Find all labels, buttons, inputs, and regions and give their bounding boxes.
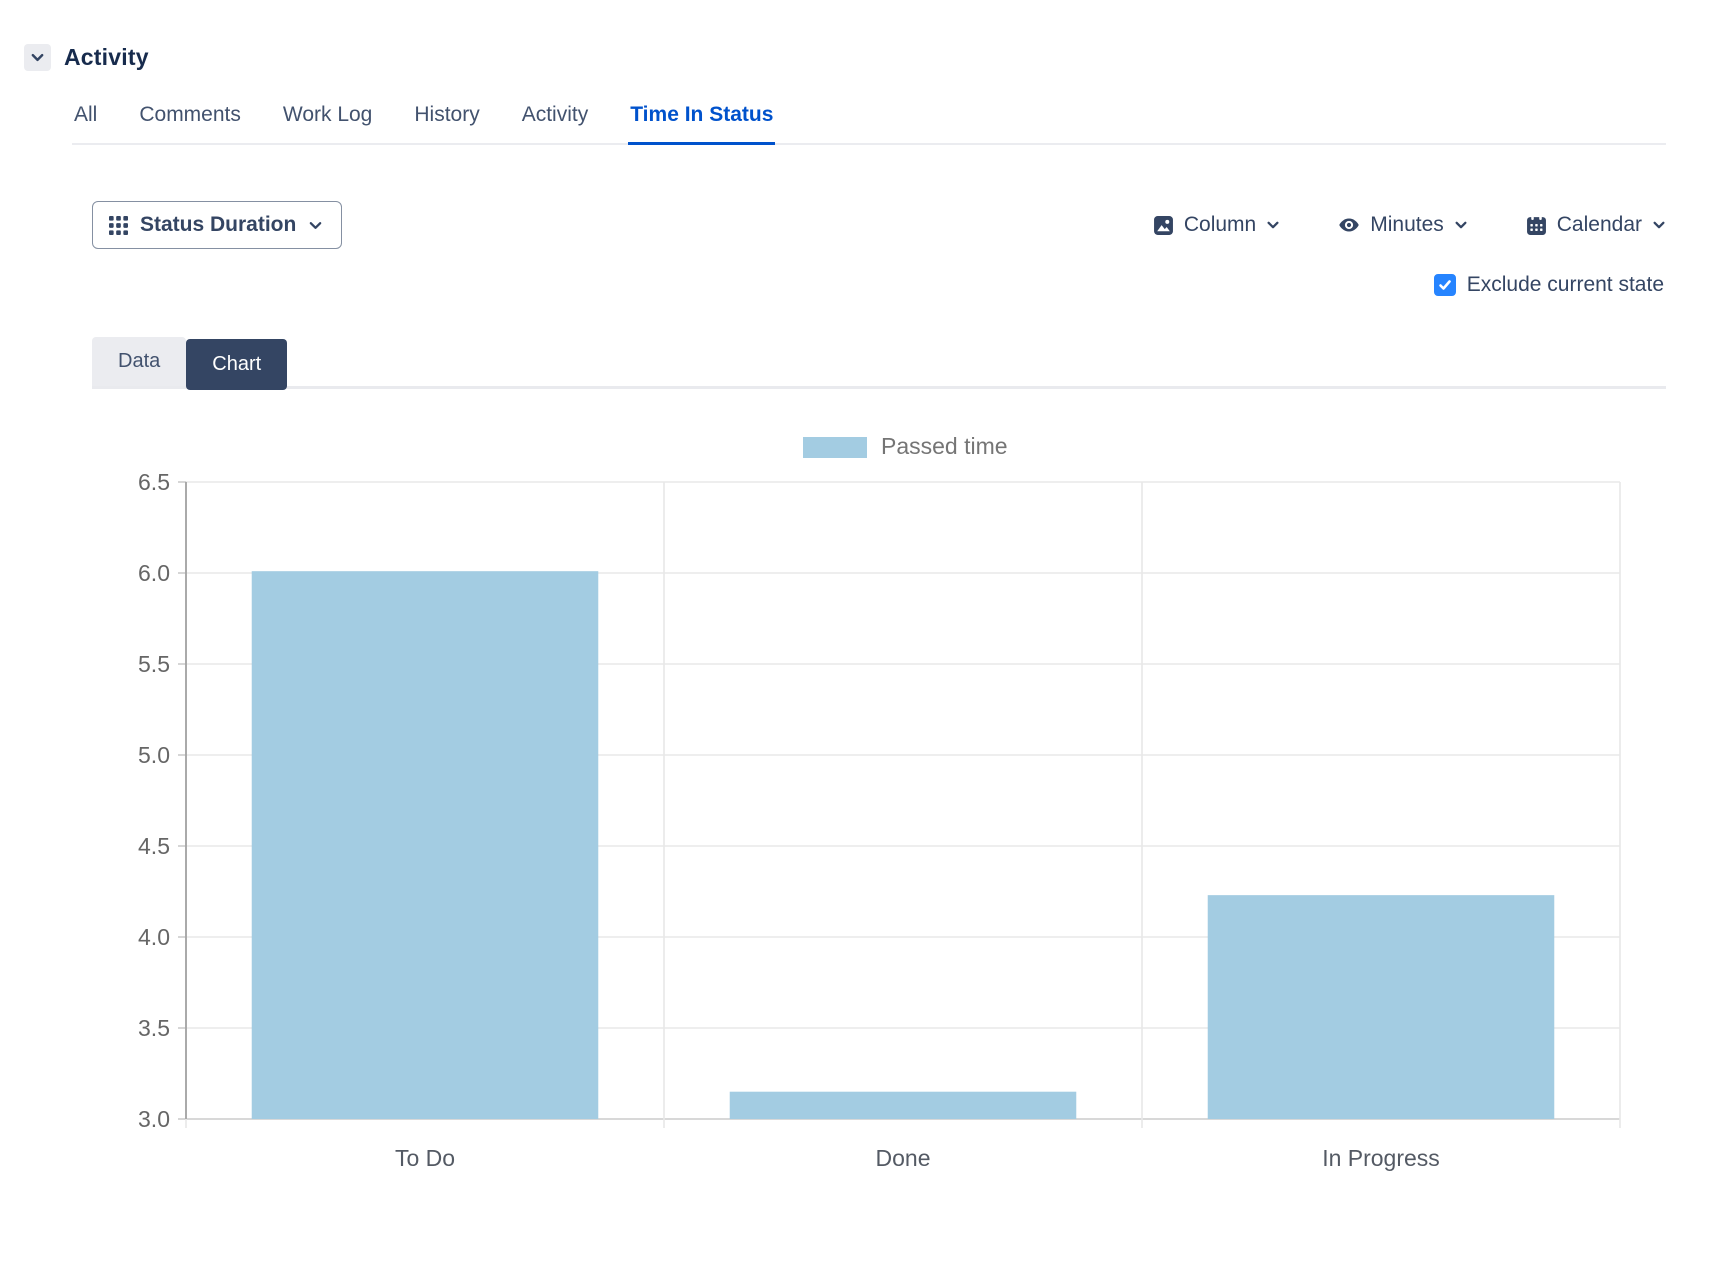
check-icon [1438,278,1452,292]
calendar-icon [1526,215,1547,236]
tab-history[interactable]: History [414,103,480,126]
y-axis-label: 5.5 [138,651,170,677]
y-axis-label: 3.0 [138,1106,170,1132]
bar-chart: 3.0 3.5 4.0 4.5 5.0 5.5 6.0 6.5 To Do Done In Prog… [138,433,1621,1171]
x-axis-label: Done [876,1145,931,1171]
tab-time-in-status[interactable]: Time In Status [628,97,776,145]
chart-type-label: Column [1183,213,1257,236]
report-type-label: Status Duration [140,213,297,236]
legend-swatch[interactable] [803,437,867,458]
image-icon [1153,215,1174,236]
chevron-down-icon [1454,218,1468,232]
chevron-down-icon [1266,218,1280,232]
eye-icon [1338,214,1360,236]
report-toolbar: Status Duration Column [92,201,1666,249]
page-title: Activity [64,44,149,70]
tab-work-log[interactable]: Work Log [282,103,373,126]
y-axis-label: 4.0 [138,924,170,950]
activity-tabs: All Comments Work Log History Activity T… [72,97,1666,145]
grid-icon [109,215,128,235]
y-axis-label: 6.0 [138,560,170,586]
bar-to-do[interactable] [251,571,599,1119]
chart-container: 3.0 3.5 4.0 4.5 5.0 5.5 6.0 6.5 To Do Done In Prog… [0,399,1730,1214]
y-axis-label: 5.0 [138,742,170,768]
legend-label[interactable]: Passed time [881,433,1008,459]
report-type-dropdown[interactable]: Status Duration [92,201,343,249]
calendar-dropdown[interactable]: Calendar [1526,213,1666,237]
chevron-down-icon [30,50,45,65]
activity-section-header: Activity [24,44,1730,71]
tab-comments[interactable]: Comments [139,103,241,126]
exclude-current-state-row: Exclude current state [0,273,1664,297]
bar-done[interactable] [729,1091,1077,1119]
x-axis-label: In Progress [1322,1145,1440,1171]
exclude-current-state-label: Exclude current state [1466,273,1664,296]
x-axis-label: To Do [395,1145,455,1171]
exclude-current-state-checkbox[interactable] [1433,274,1456,296]
calendar-label: Calendar [1556,213,1642,236]
view-tab-chart[interactable]: Chart [186,339,288,390]
chart-type-dropdown[interactable]: Column [1153,213,1280,237]
chart-controls: Column Minutes [1153,213,1666,237]
view-tab-data[interactable]: Data [92,337,187,386]
y-axis-label: 3.5 [138,1015,170,1041]
bar-in-progress[interactable] [1207,895,1555,1119]
chevron-down-icon [1652,218,1666,232]
view-tabs: Data Chart [92,337,1666,390]
collapse-section-button[interactable] [24,44,51,71]
y-axis-label: 6.5 [138,469,170,495]
chevron-down-icon [308,218,323,233]
y-axis-label: 4.5 [138,833,170,859]
time-unit-dropdown[interactable]: Minutes [1338,213,1468,237]
time-unit-label: Minutes [1370,213,1444,236]
tab-all[interactable]: All [74,103,98,126]
tab-activity[interactable]: Activity [521,103,589,126]
